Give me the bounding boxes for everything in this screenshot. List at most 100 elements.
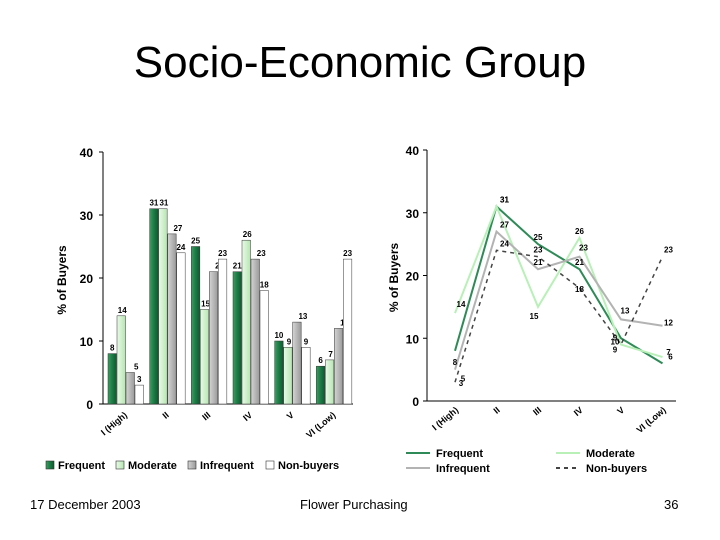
bar: [125, 372, 135, 405]
line-value-label: 15: [530, 312, 539, 321]
footer-date: 17 December 2003: [30, 497, 141, 512]
bar-value-label: 9: [287, 337, 292, 346]
bar-category-label: IV: [241, 410, 254, 423]
bar: [274, 340, 284, 405]
line-value-label: 31: [500, 195, 509, 204]
line-value-label: 26: [575, 227, 584, 236]
line-series: [454, 204, 664, 365]
bar-value-label: 15: [201, 300, 210, 309]
line-value-label: 24: [500, 239, 509, 248]
bar-value-label: 18: [260, 281, 269, 290]
bar-legend-swatch: [115, 460, 125, 470]
bar: [283, 347, 293, 405]
footer-subject: Flower Purchasing: [300, 497, 408, 512]
bar-category-label: III: [200, 410, 212, 422]
bar-category-label: VI (Low): [304, 410, 337, 440]
line-legend-label: Non-buyers: [586, 463, 647, 475]
bar-legend-label: Frequent: [58, 460, 105, 472]
bar-y-tick-label: 40: [80, 146, 94, 160]
line-value-label: 23: [664, 246, 673, 255]
bar-value-label: 26: [243, 230, 252, 239]
bar-value-label: 23: [218, 249, 227, 258]
bar: [250, 258, 260, 405]
line-value-label: 5: [461, 375, 466, 384]
line-value-label: 9: [613, 334, 618, 343]
bar-y-axis-label: % of Buyers: [55, 245, 69, 315]
line-series: [454, 229, 663, 370]
line-y-tick-label: 20: [406, 270, 420, 284]
line-category-label: V: [615, 405, 626, 417]
bar: [134, 384, 144, 405]
bar-category-label: V: [285, 410, 296, 422]
bar: [149, 208, 159, 405]
bar-value-label: 24: [176, 243, 185, 252]
line-value-label: 7: [666, 348, 671, 357]
bar-y-tick-label: 30: [80, 209, 94, 223]
bar: [209, 271, 219, 405]
bar: [116, 315, 126, 405]
bar-value-label: 7: [328, 350, 333, 359]
bar: [343, 258, 353, 405]
line-value-label: 9: [613, 346, 618, 355]
bar: [218, 258, 228, 405]
bar: [158, 208, 168, 405]
bar-category-label: II: [161, 410, 171, 421]
bar-value-label: 27: [173, 224, 182, 233]
bar-value-label: 21: [233, 262, 242, 271]
bar-value-label: 8: [110, 344, 115, 353]
bar-y-tick-label: 0: [86, 398, 93, 412]
bar: [107, 353, 117, 405]
line-category-label: II: [492, 405, 502, 416]
slide-title: Socio-Economic Group: [133, 38, 587, 87]
line-value-label: 12: [664, 319, 673, 328]
line-value-label: 27: [500, 221, 509, 230]
line-category-label: VI (Low): [635, 405, 668, 435]
bar: [176, 252, 186, 405]
bar-value-label: 9: [304, 337, 309, 346]
bar: [241, 239, 251, 405]
line-value-label: 23: [534, 246, 543, 255]
bar: [301, 347, 311, 405]
line-value-label: 31: [500, 195, 509, 204]
bar-legend-swatch: [187, 460, 197, 470]
bar: [325, 359, 335, 405]
bar-legend-swatch: [45, 460, 55, 470]
line-value-label: 18: [575, 285, 584, 294]
bar: [292, 321, 302, 405]
line-category-label: III: [531, 405, 543, 417]
bar-legend-label: Moderate: [128, 460, 177, 472]
bar-legend-label: Infrequent: [200, 460, 254, 472]
line-value-label: 3: [459, 379, 464, 388]
footer-page-number: 36: [664, 497, 679, 512]
bar-legend-swatch: [265, 460, 275, 470]
line-legend-label: Moderate: [586, 448, 635, 460]
line-y-axis-label: % of Buyers: [387, 243, 401, 313]
line-value-label: 6: [668, 352, 673, 361]
line-category-label: I (High): [430, 405, 460, 433]
bar-value-label: 6: [318, 356, 323, 365]
line-y-tick-label: 40: [406, 144, 420, 158]
line-series: [454, 249, 664, 383]
line-value-label: 25: [534, 233, 543, 242]
line-category-label: IV: [572, 405, 585, 418]
bar-value-label: 23: [257, 249, 266, 258]
bar-category-label: I (High): [99, 410, 129, 438]
line-chart: 0 10 20 30 40 % of Buyers 8 3 12 5 21 10 6 14 31 15 26 9 7…: [387, 144, 676, 475]
bar-value-label: 13: [298, 312, 307, 321]
bar: [316, 365, 326, 405]
bar-value-label: 3: [137, 375, 142, 384]
bar-value-label: 31: [159, 199, 168, 208]
line-y-tick-label: 0: [412, 395, 419, 409]
line-value-label: 13: [621, 306, 630, 315]
bar-value-label: 5: [134, 363, 139, 372]
line-value-label: 8: [453, 358, 458, 367]
line-y-tick-label: 10: [406, 332, 420, 346]
bar-value-label: 25: [191, 237, 200, 246]
bar: [191, 246, 201, 405]
line-value-label: 10: [611, 337, 620, 346]
bar: [200, 309, 210, 405]
line-value-label: 23: [579, 244, 588, 253]
line-legend-label: Infrequent: [436, 463, 490, 475]
line-y-tick-label: 30: [406, 207, 420, 221]
